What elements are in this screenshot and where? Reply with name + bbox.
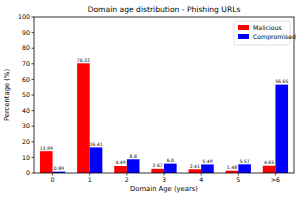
bar (275, 85, 288, 173)
bar (127, 159, 140, 173)
legend-swatch (238, 25, 249, 30)
x-tick-label: 2 (125, 176, 129, 183)
data-label: 4.49 (115, 160, 125, 165)
chart-title: Domain age distribution - Phishing URLs (88, 5, 241, 14)
data-label: 13.99 (40, 146, 53, 151)
data-label: 56.65 (275, 79, 288, 84)
bar (263, 166, 276, 173)
legend-swatch (238, 34, 249, 39)
bar (201, 164, 214, 173)
y-tick-label: 80 (22, 44, 30, 51)
y-tick-label: 60 (22, 76, 30, 83)
x-tick-label: 4 (199, 176, 203, 183)
bar (164, 164, 177, 173)
y-tick-label: 30 (22, 122, 30, 129)
x-tick-label: >6 (271, 176, 280, 183)
y-tick-label: 70 (22, 60, 30, 67)
y-tick (32, 126, 35, 127)
legend: Malicious Compromised (234, 21, 296, 45)
y-tick (32, 32, 35, 33)
y-tick-label: 100 (18, 13, 30, 20)
x-tick-label: 5 (236, 176, 240, 183)
x-axis-label: Domain Age (years) (130, 185, 198, 193)
y-tick (32, 157, 35, 158)
legend-label: Compromised (253, 33, 296, 41)
y-tick (32, 79, 35, 80)
data-label: 5.49 (202, 159, 212, 164)
bar (238, 164, 251, 173)
y-tick (32, 17, 35, 18)
y-tick (32, 141, 35, 142)
data-label: 0.89 (54, 166, 64, 171)
chart-container: 13.99 70.32 4.49 2.67 2.41 1.48 4.65 0.89 16.41 8… (0, 0, 300, 197)
x-tick-label: 3 (162, 176, 166, 183)
y-tick (32, 48, 35, 49)
bar (90, 147, 103, 173)
plot-frame (34, 17, 294, 173)
data-labels: 13.99 70.32 4.49 2.67 2.41 1.48 4.65 0.89 16.41 8… (40, 58, 289, 171)
data-label: 8.8 (130, 154, 137, 159)
bar (77, 63, 90, 173)
bar (189, 169, 202, 173)
chart-svg: 13.99 70.32 4.49 2.67 2.41 1.48 4.65 0.89 16.41 8… (0, 0, 300, 197)
y-tick (32, 110, 35, 111)
y-tick (32, 63, 35, 64)
data-label: 6.0 (167, 158, 174, 163)
y-tick-label: 40 (22, 107, 30, 114)
y-tick-label: 50 (22, 91, 30, 98)
bars (40, 63, 288, 173)
y-tick-label: 90 (22, 29, 30, 36)
y-tick-label: 10 (22, 154, 30, 161)
y-tick-label: 0 (26, 169, 30, 176)
data-label: 4.65 (264, 160, 274, 165)
y-tick (32, 95, 35, 96)
y-tick (32, 173, 35, 174)
data-label: 2.41 (190, 164, 200, 169)
y-axis-label: Percentage (%) (3, 69, 11, 122)
data-label: 5.57 (239, 159, 249, 164)
bar (114, 166, 127, 173)
data-label: 1.48 (227, 165, 237, 170)
x-tick-label: 1 (88, 176, 92, 183)
bar (151, 169, 164, 173)
data-label: 2.67 (153, 163, 163, 168)
x-tick-label: 0 (51, 176, 55, 183)
data-label: 16.41 (89, 142, 102, 147)
bar (40, 151, 53, 173)
y-tick-label: 20 (22, 138, 30, 145)
data-label: 70.32 (77, 58, 90, 63)
legend-label: Malicious (253, 24, 282, 31)
